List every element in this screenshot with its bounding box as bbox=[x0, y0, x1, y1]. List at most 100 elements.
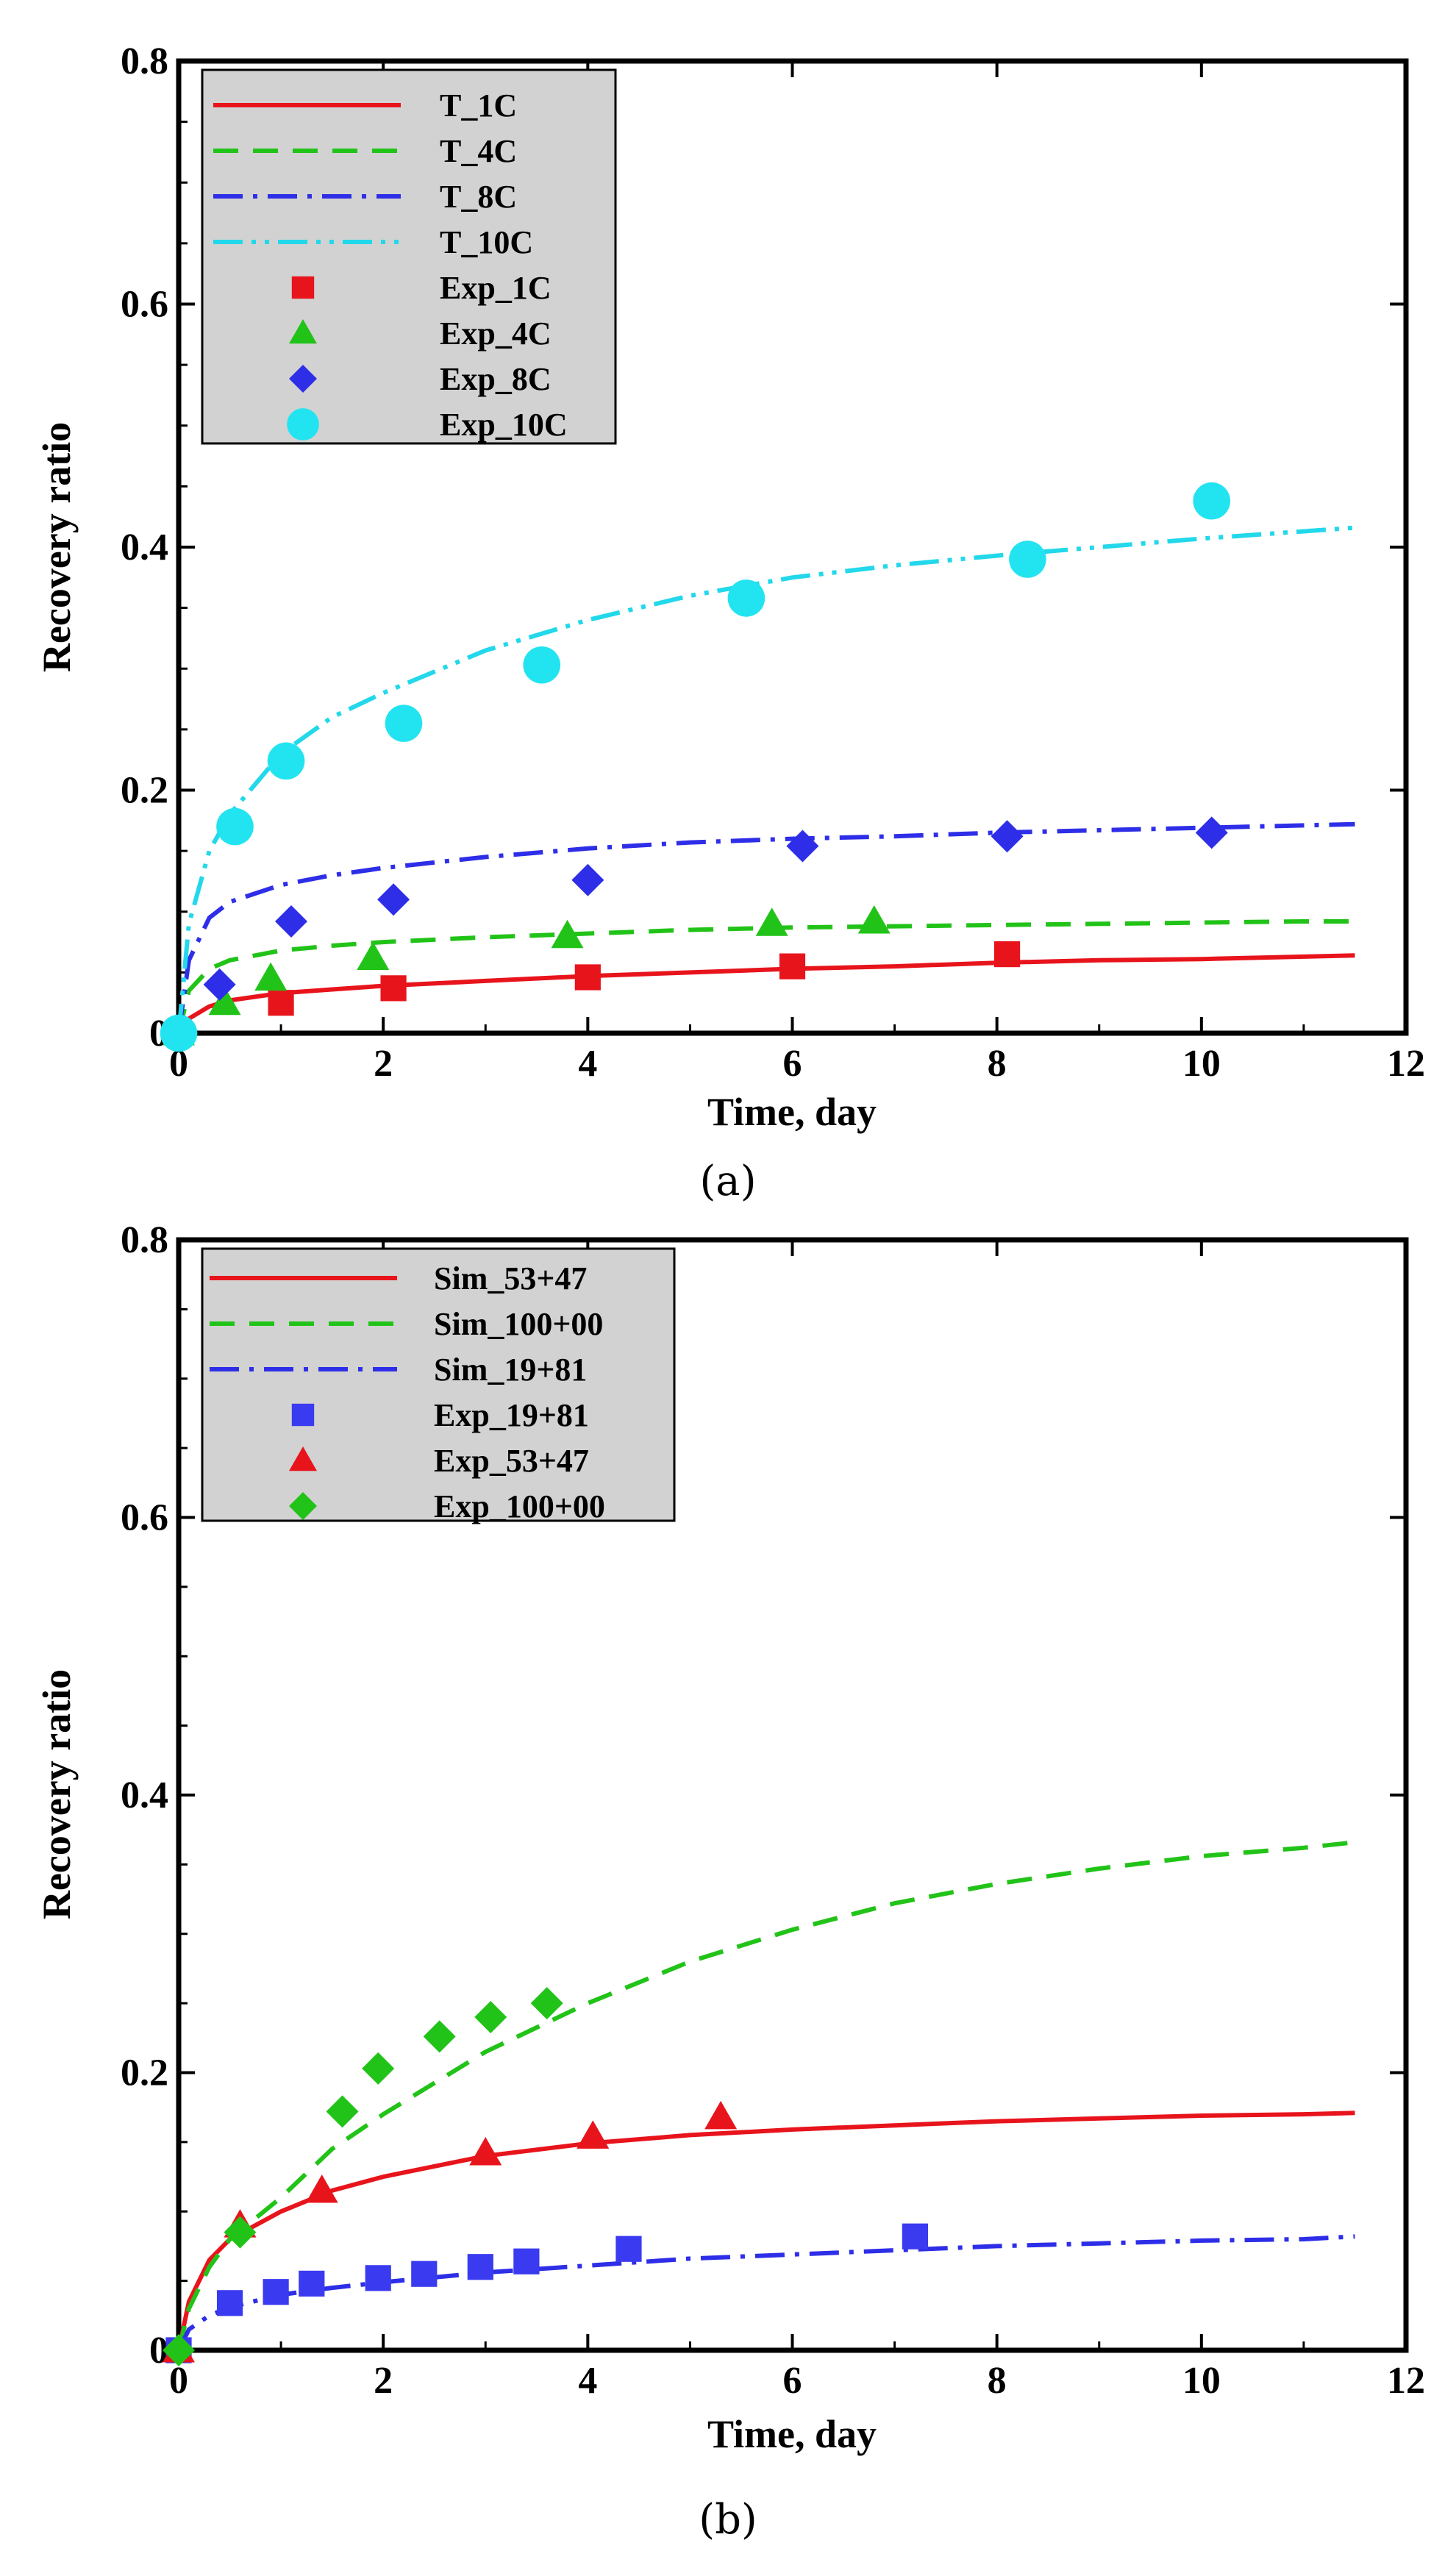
panel-label-b: (b) bbox=[699, 2496, 757, 2544]
x-tick-label-a: 8 bbox=[988, 1043, 1007, 1085]
x-tick-label-a: 6 bbox=[783, 1043, 802, 1085]
data-point-exp-4c bbox=[755, 907, 788, 936]
legend-label-sim-100-00: Sim_100+00 bbox=[434, 1306, 603, 1342]
legend-a: T_1C T_4C T_8C T_10C Exp_1C Exp_4C Exp_8C Exp_1… bbox=[201, 68, 617, 445]
data-point-exp-10c bbox=[1009, 540, 1046, 578]
legend-label-exp-10c: Exp_10C bbox=[440, 407, 568, 443]
data-point-exp-19-81 bbox=[902, 2223, 928, 2249]
data-point-exp-4c bbox=[357, 941, 390, 971]
series-line-t-1c bbox=[176, 953, 1355, 1035]
series-line-t-8c bbox=[176, 821, 1355, 1034]
legend-marker-exp-4c bbox=[289, 319, 317, 344]
data-point-exp-19-81 bbox=[615, 2236, 642, 2262]
legend-label-exp-4c: Exp_4C bbox=[440, 315, 552, 352]
legend-label-t-10c: T_10C bbox=[440, 224, 533, 260]
y-tick-label-a: 0.4 bbox=[121, 527, 168, 568]
legend-box-a bbox=[201, 68, 617, 445]
legend-label-t-8c: T_8C bbox=[440, 179, 517, 215]
legend-label-exp-1c: Exp_1C bbox=[440, 270, 552, 306]
data-point-exp-53-47 bbox=[704, 2100, 738, 2130]
x-axis-title-b: Time, day bbox=[707, 2412, 877, 2456]
data-point-exp-1c bbox=[779, 953, 806, 980]
data-point-exp-8c bbox=[1195, 816, 1228, 849]
data-point-exp-100-00 bbox=[163, 2334, 195, 2366]
y-tick-label-b: 0.6 bbox=[121, 1497, 168, 1539]
data-point-exp-10c bbox=[727, 579, 766, 617]
x-tick-label-b: 10 bbox=[1182, 2360, 1221, 2402]
data-point-exp-19-81 bbox=[263, 2279, 289, 2305]
legend-marker-exp-53-47 bbox=[289, 1446, 317, 1471]
x-tick-label-a: 4 bbox=[578, 1043, 597, 1085]
y-tick-label-b: 0.4 bbox=[121, 1774, 168, 1816]
y-tick-label-b: 0.2 bbox=[121, 2052, 168, 2094]
data-point-exp-19-81 bbox=[513, 2248, 540, 2275]
x-tick-label-b: 8 bbox=[988, 2360, 1007, 2402]
data-point-exp-19-81 bbox=[365, 2265, 391, 2291]
legend-label-exp-53-47: Exp_53+47 bbox=[434, 1443, 589, 1479]
series-line-t-4c bbox=[176, 919, 1355, 1034]
data-point-exp-8c bbox=[991, 820, 1024, 853]
data-point-exp-10c bbox=[1193, 482, 1231, 520]
data-point-exp-10c bbox=[523, 646, 561, 684]
data-point-exp-53-47 bbox=[305, 2174, 338, 2203]
y-tick-label-a: 0.6 bbox=[121, 284, 168, 326]
legend-box-b bbox=[201, 1247, 676, 1522]
data-point-exp-8c bbox=[203, 968, 236, 1001]
legend-marker-exp-8c bbox=[289, 365, 317, 393]
series-a bbox=[160, 482, 1355, 1052]
data-point-exp-19-81 bbox=[216, 2290, 243, 2316]
legend-label-exp-8c: Exp_8C bbox=[440, 361, 552, 397]
data-point-exp-100-00 bbox=[326, 2095, 359, 2128]
data-point-exp-1c bbox=[268, 990, 294, 1016]
legend-label-exp-100-00: Exp_100+00 bbox=[434, 1488, 605, 1524]
data-point-exp-19-81 bbox=[299, 2270, 325, 2297]
legend-marker-exp-19-81 bbox=[291, 1403, 315, 1427]
data-point-exp-8c bbox=[571, 863, 604, 896]
legend-label-t-1c: T_1C bbox=[440, 88, 517, 124]
x-tick-label-a: 2 bbox=[374, 1043, 393, 1085]
series-b bbox=[163, 1840, 1355, 2366]
x-tick-label-b: 4 bbox=[578, 2360, 597, 2402]
x-tick-label-b: 2 bbox=[374, 2360, 393, 2402]
data-point-exp-1c bbox=[380, 975, 407, 1002]
panel-label-a: (a) bbox=[699, 1157, 756, 1205]
x-tick-label-a: 10 bbox=[1182, 1043, 1221, 1085]
series-line-sim-53-47 bbox=[176, 2111, 1355, 2351]
series-line-sim-19-81 bbox=[176, 2234, 1355, 2352]
data-point-exp-4c bbox=[551, 919, 584, 949]
x-axis-title-a: Time, day bbox=[707, 1090, 877, 1134]
data-point-exp-10c bbox=[267, 742, 305, 780]
data-point-exp-4c bbox=[208, 986, 241, 1016]
data-point-exp-8c bbox=[786, 829, 819, 863]
y-tick-label-a: 0.8 bbox=[121, 40, 168, 82]
legend-b: Sim_53+47 Sim_100+00 Sim_19+81 Exp_19+81 Exp… bbox=[201, 1247, 676, 1524]
series-line-sim-100-00 bbox=[176, 1840, 1355, 2351]
data-point-exp-100-00 bbox=[474, 2001, 507, 2033]
x-tick-label-b: 0 bbox=[169, 2360, 188, 2402]
y-axis-title-a: Recovery ratio bbox=[35, 422, 79, 672]
y-axis-title-b: Recovery ratio bbox=[35, 1669, 79, 1919]
data-point-exp-1c bbox=[993, 941, 1021, 968]
legend-marker-exp-10c bbox=[287, 408, 319, 440]
data-point-exp-53-47 bbox=[577, 2120, 610, 2149]
legend-label-exp-19-81: Exp_19+81 bbox=[434, 1397, 589, 1433]
y-tick-label-a: 0.2 bbox=[121, 770, 168, 812]
legend-marker-exp-1c bbox=[291, 276, 315, 299]
data-point-exp-8c bbox=[377, 883, 410, 916]
legend-marker-exp-100-00 bbox=[289, 1492, 317, 1520]
data-point-exp-4c bbox=[857, 905, 891, 934]
data-point-exp-100-00 bbox=[423, 2020, 456, 2053]
data-point-exp-19-81 bbox=[467, 2254, 493, 2280]
legend-label-t-4c: T_4C bbox=[440, 133, 517, 169]
data-point-exp-53-47 bbox=[469, 2136, 502, 2166]
data-point-exp-100-00 bbox=[530, 1987, 563, 2020]
data-point-exp-1c bbox=[574, 964, 601, 991]
data-point-exp-100-00 bbox=[224, 2216, 257, 2249]
data-point-exp-10c bbox=[160, 1014, 198, 1052]
data-point-exp-100-00 bbox=[362, 2052, 395, 2085]
data-point-exp-8c bbox=[274, 905, 307, 938]
